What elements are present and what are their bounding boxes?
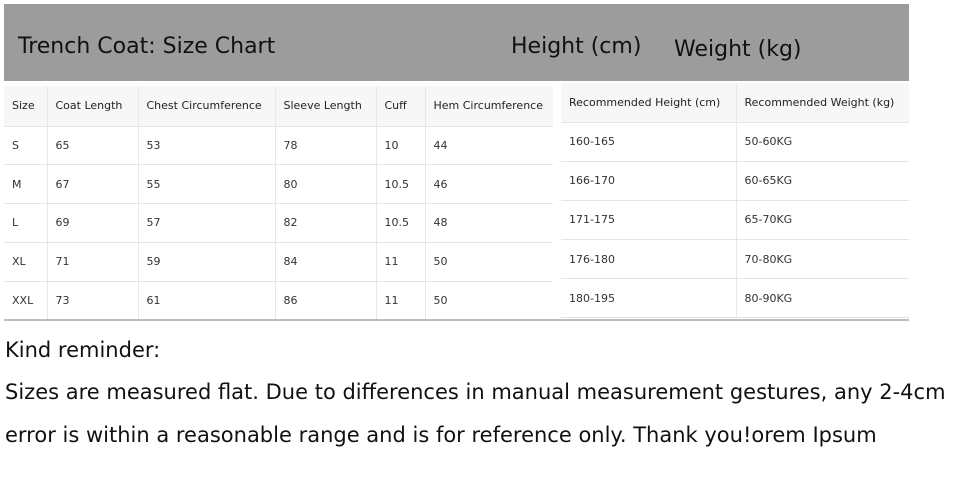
cell: XL xyxy=(4,242,47,282)
cell: 171-175 xyxy=(561,200,736,241)
cell: 166-170 xyxy=(561,161,736,201)
cell: 71 xyxy=(46,242,138,282)
column-header: Hem Circumference xyxy=(424,86,553,127)
weight-label: Weight (kg) xyxy=(674,37,802,62)
cell: 10.5 xyxy=(375,164,425,205)
cell: 53 xyxy=(137,126,275,166)
cell: 67 xyxy=(46,164,138,205)
cell: 69 xyxy=(46,203,138,243)
size-table: Size Coat Length Chest Circumference Sleeve… xyxy=(4,86,553,321)
header-band: Trench Coat: Size Chart Height (cm) Weig… xyxy=(4,4,909,81)
row: M 67 55 80 10.5 46 xyxy=(4,164,553,205)
reminder-line: Sizes are measured flat. Due to differen… xyxy=(5,380,946,404)
row: 166-170 60-65KG xyxy=(561,161,909,201)
cell: 59 xyxy=(137,242,275,282)
row: 176-180 70-80KG xyxy=(561,239,909,280)
cell: 57 xyxy=(137,203,275,243)
column-header: Recommended Height (cm) xyxy=(561,83,736,123)
cell: 180-195 xyxy=(561,278,736,319)
cell: 80-90KG xyxy=(735,278,909,319)
cell: 73 xyxy=(46,281,138,321)
title: Trench Coat: Size Chart xyxy=(18,34,276,59)
height-label: Height (cm) xyxy=(511,34,642,59)
header-row: Size Coat Length Chest Circumference Sleeve… xyxy=(4,86,553,127)
reminder-title: Kind reminder: xyxy=(5,338,161,362)
cell: 176-180 xyxy=(561,239,736,280)
cell: 86 xyxy=(274,281,376,321)
cell: XXL xyxy=(4,281,47,321)
cell: 80 xyxy=(274,164,376,205)
cell: S xyxy=(4,126,47,166)
row: 160-165 50-60KG xyxy=(561,122,909,162)
cell: 55 xyxy=(137,164,275,205)
cell: 70-80KG xyxy=(735,239,909,280)
column-header: Cuff xyxy=(375,86,425,127)
column-header: Sleeve Length xyxy=(274,86,376,127)
cell: 50 xyxy=(424,242,553,282)
column-header: Recommended Weight (kg) xyxy=(735,83,909,123)
column-header: Coat Length xyxy=(46,86,138,127)
row: XXL 73 61 86 11 50 xyxy=(4,281,553,321)
cell: 78 xyxy=(274,126,376,166)
cell: 44 xyxy=(424,126,553,166)
cell: 61 xyxy=(137,281,275,321)
cell: 11 xyxy=(375,242,425,282)
cell: 50-60KG xyxy=(735,122,909,162)
column-header: Chest Circumference xyxy=(137,86,275,127)
row: XL 71 59 84 11 50 xyxy=(4,242,553,282)
cell: 160-165 xyxy=(561,122,736,162)
cell: 65-70KG xyxy=(735,200,909,241)
recommendation-table: Recommended Height (cm) Recommended Weigh… xyxy=(561,83,909,319)
cell: 48 xyxy=(424,203,553,243)
row: 180-195 80-90KG xyxy=(561,278,909,319)
cell: 84 xyxy=(274,242,376,282)
column-header: Size xyxy=(4,86,47,127)
cell: 65 xyxy=(46,126,138,166)
header-row: Recommended Height (cm) Recommended Weigh… xyxy=(561,83,909,123)
row: S 65 53 78 10 44 xyxy=(4,126,553,166)
cell: 46 xyxy=(424,164,553,205)
cell: 82 xyxy=(274,203,376,243)
cell: 11 xyxy=(375,281,425,321)
row: 171-175 65-70KG xyxy=(561,200,909,241)
cell: L xyxy=(4,203,47,243)
cell: 60-65KG xyxy=(735,161,909,201)
divider xyxy=(4,319,909,321)
cell: 10.5 xyxy=(375,203,425,243)
reminder-line: error is within a reasonable range and i… xyxy=(5,423,877,447)
cell: 10 xyxy=(375,126,425,166)
cell: 50 xyxy=(424,281,553,321)
cell: M xyxy=(4,164,47,205)
row: L 69 57 82 10.5 48 xyxy=(4,203,553,243)
